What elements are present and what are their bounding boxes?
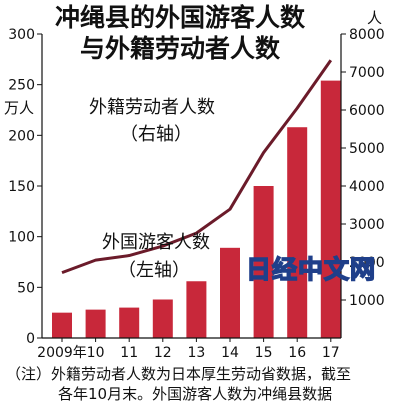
left-tick-label-6: 300: [8, 27, 35, 43]
chart-title: 冲绳县的外国游客人数: [54, 3, 305, 32]
x-tick-label-2: 11: [120, 345, 138, 361]
right-tick-label-6: 7000: [349, 65, 385, 81]
right-tick-label-0: 1000: [349, 293, 385, 309]
x-tick-label-1: 10: [87, 345, 105, 361]
bar-6: [253, 186, 274, 338]
watermark-logo: 日经中文网: [245, 254, 377, 285]
bar-4: [186, 281, 207, 338]
right-axis-unit: 人: [367, 9, 383, 27]
left-tick-label-5: 250: [8, 78, 35, 94]
bar-2: [119, 307, 140, 338]
x-tick-label-5: 14: [221, 345, 239, 361]
left-axis-unit: 万人: [4, 99, 35, 117]
x-tick-label-3: 12: [154, 345, 172, 361]
bar-8: [320, 80, 341, 338]
bar-0: [52, 312, 72, 338]
right-tick-label-1: 2000: [349, 255, 385, 271]
bar-5: [220, 247, 240, 338]
left-tick-label-0: 0: [26, 331, 35, 347]
footnote-line-2: 各年10月末。外国游客人数为冲绳县数据: [58, 385, 333, 403]
right-tick-label-7: 8000: [349, 27, 385, 43]
bar-series-axis-note: （左轴）: [118, 260, 190, 281]
left-tick-label-4: 200: [8, 128, 35, 144]
bar-7: [287, 127, 308, 338]
right-tick-label-2: 3000: [349, 217, 385, 233]
left-tick-label-3: 150: [8, 179, 35, 195]
right-tick-label-4: 5000: [349, 141, 385, 157]
right-tick-label-3: 4000: [349, 179, 385, 195]
bar-3: [152, 299, 173, 338]
x-tick-label-7: 16: [288, 345, 306, 361]
chart-subtitle: 与外籍劳动者人数: [79, 34, 280, 63]
footnote-line-1: （注）外籍劳动者人数为日本厚生劳动省数据，截至: [6, 365, 352, 383]
x-tick-label-8: 17: [322, 345, 340, 361]
left-tick-label-2: 100: [8, 230, 35, 246]
x-tick-label-4: 13: [187, 345, 205, 361]
line-series-axis-note: （右轴）: [120, 124, 192, 145]
left-tick-label-1: 50: [17, 280, 35, 296]
bar-1: [85, 309, 106, 338]
x-tick-label-6: 15: [255, 345, 273, 361]
x-tick-label-0: 2009年: [37, 345, 87, 361]
line-series-label: 外籍劳动者人数: [89, 97, 215, 118]
bar-series-label: 外国游客人数: [102, 232, 210, 253]
right-tick-label-5: 6000: [349, 103, 385, 119]
